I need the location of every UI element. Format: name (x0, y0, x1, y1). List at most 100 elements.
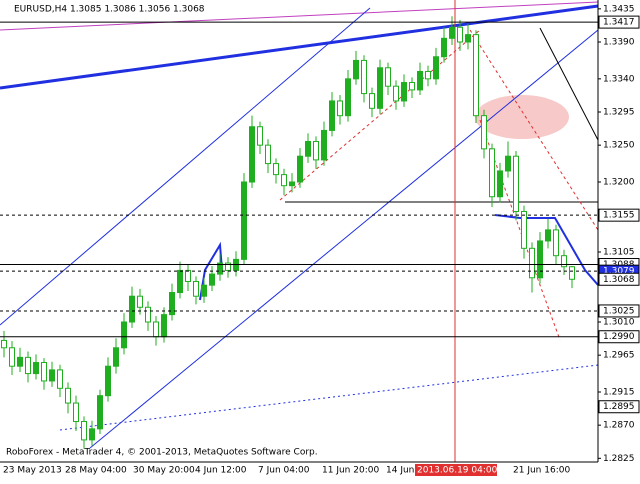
candle-body (105, 365, 111, 397)
candle-body (73, 402, 79, 422)
candle-body (353, 59, 359, 80)
candle-body (273, 163, 279, 176)
candle-body (329, 100, 335, 131)
candle-body (433, 56, 439, 80)
candle-body (249, 126, 255, 183)
candle-body (41, 362, 47, 382)
y-tick-label: 1.3200 (603, 178, 635, 188)
copyright: RoboForex - MetaTrader 4, © 2001-2013, M… (6, 448, 318, 458)
candle-body (193, 280, 199, 297)
trend-line (0, 4, 599, 90)
y-tick-label: 1.3105 (603, 248, 635, 258)
candle-body (9, 347, 15, 367)
candle-body (49, 369, 55, 382)
level-tag (598, 208, 640, 222)
candle-body (201, 284, 207, 297)
candle-body (457, 26, 463, 43)
y-tick-label: 1.3435 (603, 4, 635, 14)
candle-body (137, 295, 143, 308)
candle-body (161, 314, 167, 338)
trend-line (0, 1, 599, 31)
projection-line (539, 27, 599, 141)
x-tick-label: 23 May 2013 (3, 466, 62, 476)
y-tick-label: 1.2870 (603, 421, 635, 431)
candle-body (505, 155, 511, 172)
candle-body (25, 356, 31, 375)
candle-body (177, 269, 183, 294)
y-tick-label: 1.2825 (603, 454, 635, 464)
candle-body (209, 273, 215, 286)
candle-body (81, 420, 87, 441)
candle-body (97, 395, 103, 430)
x-tick-label: 4 Jun 12:00 (195, 466, 247, 476)
date-tag (415, 464, 497, 476)
target-zone (475, 95, 569, 139)
candle-body (257, 126, 263, 146)
level-label: 1.3155 (603, 211, 635, 221)
level-label: 1.3079 (603, 267, 635, 277)
candle-body (1, 339, 7, 349)
y-tick-label: 1.2915 (603, 388, 635, 398)
level-tag (598, 304, 640, 318)
candle-body (449, 26, 455, 39)
candle-body (153, 321, 159, 338)
drawings (0, 0, 599, 462)
candle-body (561, 255, 567, 268)
candle-body (441, 37, 447, 58)
channel-line (0, 7, 371, 326)
y-tick-label: 1.3250 (603, 141, 635, 151)
candle-body (217, 262, 223, 275)
candle-body (57, 369, 63, 389)
candle-body (185, 269, 191, 282)
y-tick-label: 1.3390 (603, 38, 635, 48)
x-tick-label: 30 May 20:00 (133, 466, 195, 476)
candle-body (289, 181, 295, 187)
candle-body (409, 82, 415, 91)
level-label: 1.2895 (603, 402, 635, 412)
candle-body (121, 321, 127, 349)
candle-body (225, 262, 231, 271)
candle-body (385, 67, 391, 87)
candle-body (521, 210, 527, 249)
x-tick-label: 21 Jun 16:00 (513, 466, 570, 476)
candle-body (169, 292, 175, 316)
candle-body (313, 140, 319, 161)
channel-line (89, 29, 599, 449)
candle-body (89, 428, 95, 441)
y-tick-label: 1.2965 (603, 351, 635, 361)
candle-body (553, 229, 559, 257)
candle-body (305, 140, 311, 157)
candle-body (281, 174, 287, 187)
x-tick-label: 2013.06.19 04:00 (417, 466, 498, 476)
channel-line (59, 364, 599, 431)
candle-body (145, 306, 151, 323)
candle-body (129, 295, 135, 323)
x-tick-label: 28 May 04:00 (65, 466, 127, 476)
candle-body (377, 67, 383, 109)
candle-body (265, 144, 271, 165)
candle-body (417, 70, 423, 91)
x-tick-label: 7 Jun 04:00 (258, 466, 310, 476)
projection-line (279, 29, 481, 201)
y-tick-label: 1.3010 (603, 318, 635, 328)
level-tag (598, 330, 640, 344)
candle-body (465, 34, 471, 43)
level-label: 1.3068 (603, 275, 635, 285)
forecast-path (494, 214, 599, 286)
candle-body (113, 347, 119, 367)
candle-body (513, 155, 519, 212)
candle-body (17, 356, 23, 367)
chart-title: EURUSD,H4 1.3085 1.3086 1.3056 1.3068 (14, 5, 205, 15)
level-tag (598, 15, 640, 29)
candle-body (545, 229, 551, 242)
candle-body (393, 85, 399, 102)
y-tick-label: 1.3340 (603, 74, 635, 84)
candle-body (337, 100, 343, 117)
level-tag (598, 272, 640, 286)
candle-body (529, 247, 535, 279)
candle-body (369, 93, 375, 109)
candle-body (497, 170, 503, 198)
level-label: 1.3417 (603, 18, 635, 28)
